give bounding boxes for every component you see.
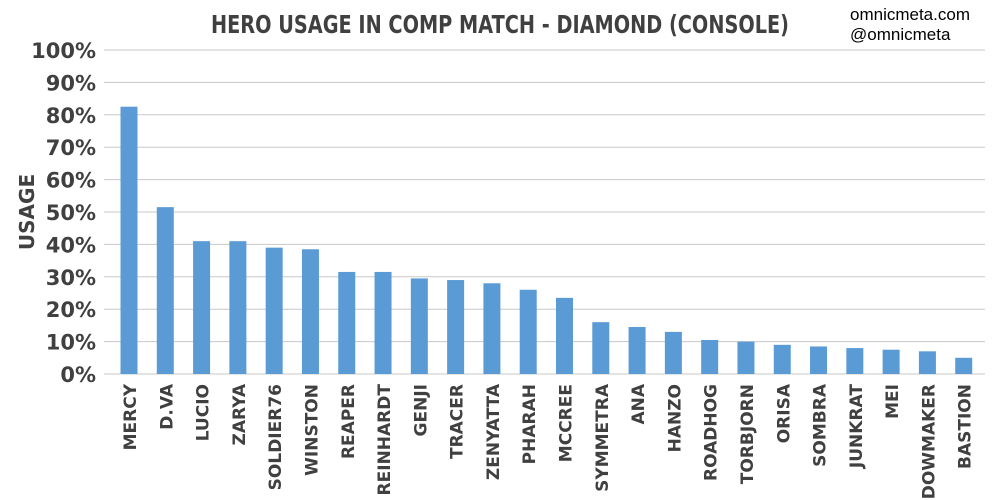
bar-zenyatta [483,283,501,374]
bar-lucio [193,241,211,374]
bar-junkrat [846,348,864,374]
bar-zarya [229,241,247,374]
category-label: ANA [629,383,649,424]
watermark-site: omnicmeta.com [850,5,970,24]
bar-winston [301,249,319,374]
category-label: TORBJORN [738,384,758,484]
bar-roadhog [701,339,719,374]
bar-reaper [338,271,356,374]
y-tick-label: 10% [46,331,96,355]
category-label: PHARAH [520,384,540,464]
bar-d-va [156,207,174,374]
y-tick-label: 40% [46,233,96,257]
bar-genji [410,278,428,374]
category-label: TRACER [448,384,468,459]
watermark-handle: @omnicmeta [850,25,951,44]
category-label: REAPER [339,384,359,459]
gridlines [104,49,985,375]
category-label: JUNKRAT [847,384,867,469]
y-tick-label: 70% [46,136,96,160]
bar-tracer [447,280,465,374]
category-label: ZARYA [230,383,250,445]
bar-symmetra [592,322,610,374]
y-tick-label: 20% [46,298,96,322]
category-label: ROADHOG [702,384,722,481]
bar-mccree [556,297,573,374]
y-tick-label: 100% [31,39,96,63]
bar-pharah [519,289,537,374]
bars [120,106,973,374]
category-label: SOMBRA [811,383,831,467]
category-label: GENJI [411,384,431,436]
category-label: MERCY [121,383,141,450]
bar-widowmaker [918,351,936,374]
category-label: WIDOWMAKER [919,384,939,500]
bar-orisa [773,344,791,374]
y-tick-label: 50% [46,201,96,225]
y-tick-label: 80% [46,104,96,128]
category-label: SYMMETRA [593,383,613,492]
category-label: ZENYATTA [484,383,504,480]
category-label: HANZO [665,384,685,452]
bar-sombra [810,346,828,374]
category-labels: MERCY D.VA LUCIO ZARYA SOLDIER76 WINSTON REAPE… [121,383,976,500]
category-label: MCCREE [557,384,577,462]
bar-mercy [120,106,138,374]
category-label: MEI [883,384,903,419]
category-label: WINSTON [302,384,322,476]
bar-reinhardt [374,271,392,374]
category-label: ORISA [774,383,794,443]
bar-torbjorn [737,341,755,374]
bar-soldier76 [265,247,283,374]
bar-mei [882,349,900,374]
category-label: LUCIO [194,384,214,441]
chart-title: HERO USAGE IN COMP MATCH - DIAMOND (CONS… [211,10,789,39]
y-tick-label: 0% [60,363,96,387]
y-axis-label: USAGE [15,174,39,250]
bar-hanzo [664,331,682,374]
y-tick-label: 60% [46,169,96,193]
category-label: BASTION [956,384,976,469]
bar-ana [628,327,646,374]
category-label: SOLDIER76 [266,384,286,490]
y-tick-label: 30% [46,266,96,290]
y-tick-label: 90% [46,71,96,95]
category-label: REINHARDT [375,384,395,496]
y-tick-labels: 0% 10% 20% 30% 40% 50% 60% 70% 80% 90% 100% [31,39,96,387]
category-label: D.VA [157,383,177,430]
bar-bastion [955,357,973,374]
